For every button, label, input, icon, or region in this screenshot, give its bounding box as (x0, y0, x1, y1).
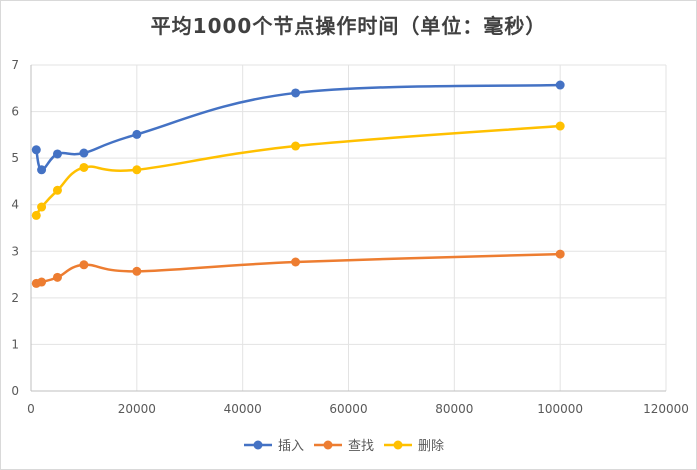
data-point-0-4 (132, 129, 142, 139)
x-tick-label: 20000 (118, 402, 156, 416)
legend-label-2: 删除 (418, 439, 444, 454)
x-tick-label: 40000 (224, 402, 262, 416)
legend-label-0: 插入 (278, 439, 304, 454)
data-point-2-3 (79, 162, 89, 172)
series-line-2 (35, 124, 561, 217)
axes (30, 65, 666, 392)
y-tick-label: 5 (11, 151, 19, 165)
data-point-2-6 (555, 121, 565, 131)
data-point-2-4 (132, 165, 142, 175)
data-point-0-6 (555, 80, 565, 90)
series-line-0 (35, 83, 561, 172)
y-tick-label: 3 (11, 244, 19, 258)
data-point-2-1 (37, 202, 47, 212)
data-point-2-0 (31, 210, 41, 220)
x-tick-label: 80000 (435, 402, 473, 416)
data-point-1-2 (52, 272, 62, 282)
data-point-0-3 (79, 148, 89, 158)
data-point-0-2 (52, 149, 62, 159)
series-lines (31, 80, 565, 288)
data-point-2-2 (52, 185, 62, 195)
y-tick-label: 0 (11, 384, 19, 398)
grid-lines (31, 64, 667, 391)
chart-title: 平均1000个节点操作时间（单位：毫秒） (150, 14, 547, 38)
y-tick-label: 2 (11, 291, 19, 305)
legend-marker-1 (323, 440, 333, 450)
x-tick-label: 60000 (329, 402, 367, 416)
data-point-0-1 (37, 165, 47, 175)
legend-label-1: 查找 (348, 439, 374, 454)
data-point-1-1 (37, 277, 47, 287)
data-point-2-5 (291, 141, 301, 151)
x-tick-label: 120000 (643, 402, 689, 416)
legend-marker-0 (253, 440, 263, 450)
tick-labels: 0 1 2 3 4 5 6 7 0 20000 40000 60000 80000 100000 12000… (11, 58, 689, 416)
y-tick-label: 6 (11, 105, 19, 119)
data-point-1-3 (79, 260, 89, 270)
legend: 插入 查找 删除 (244, 439, 444, 454)
legend-marker-2 (393, 440, 403, 450)
data-point-1-5 (291, 257, 301, 267)
data-point-0-5 (291, 88, 301, 98)
data-point-0-0 (31, 145, 41, 155)
x-tick-label: 100000 (537, 402, 583, 416)
data-point-1-4 (132, 266, 142, 276)
y-tick-label: 4 (11, 198, 19, 212)
data-point-1-6 (555, 249, 565, 259)
y-tick-label: 7 (11, 58, 19, 72)
y-tick-label: 1 (11, 337, 19, 351)
x-tick-label: 0 (27, 402, 35, 416)
